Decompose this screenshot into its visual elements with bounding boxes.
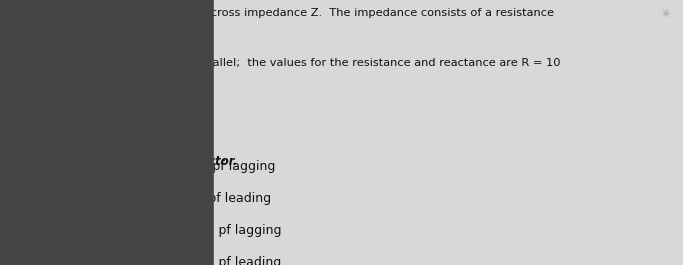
Text: A voltage of 120∠0 V is applied across impedance Z.  The impedance consists of a: A voltage of 120∠0 V is applied across i… <box>19 8 554 18</box>
Text: Find the: Find the <box>19 155 70 168</box>
Text: = -j5 Ω respectively.: = -j5 Ω respectively. <box>70 109 204 119</box>
Text: 1440+j2880 VA, 0.4472 pf lagging: 1440+j2880 VA, 0.4472 pf lagging <box>65 224 281 237</box>
Text: 1440-j2880 VA, 0.4472 pf lagging: 1440-j2880 VA, 0.4472 pf lagging <box>65 160 275 173</box>
Text: Complex Power: Complex Power <box>61 155 163 168</box>
Text: Power Factor.: Power Factor. <box>148 155 238 168</box>
Text: and capacitance connected in parallel;  the values for the resistance and reacta: and capacitance connected in parallel; t… <box>19 58 561 68</box>
Text: C: C <box>61 109 68 118</box>
Text: 1440-j2880 VA, 0.4472pf leading: 1440-j2880 VA, 0.4472pf leading <box>65 192 271 205</box>
Text: 1440+j2880 VA, 0.4472 pf leading: 1440+j2880 VA, 0.4472 pf leading <box>65 256 281 265</box>
Text: and: and <box>125 155 154 168</box>
Text: Ω and X: Ω and X <box>19 109 70 119</box>
Circle shape <box>12 166 64 186</box>
Circle shape <box>27 172 48 180</box>
Text: ✳: ✳ <box>660 8 671 21</box>
